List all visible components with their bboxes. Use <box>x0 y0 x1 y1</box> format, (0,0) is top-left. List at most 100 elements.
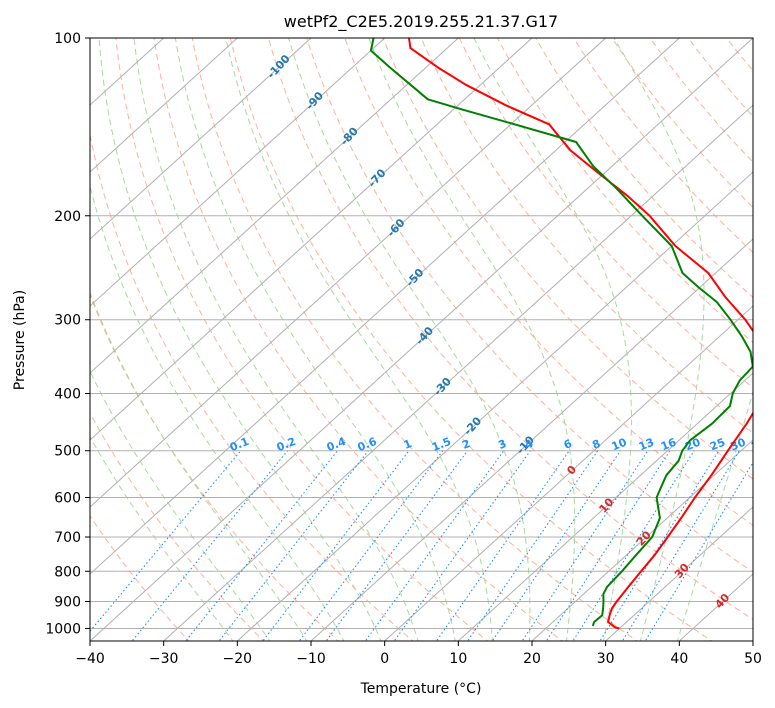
mixing-ratio-label: 25 <box>708 436 727 454</box>
mixing-ratio-line <box>325 450 468 641</box>
moist-adiabat <box>368 38 576 641</box>
mixing-ratio-label: 2 <box>460 437 472 452</box>
dewpoint-profile-line <box>369 38 753 627</box>
mixing-ratio-label: 0.4 <box>325 435 348 454</box>
isotherm-gridline <box>90 38 533 441</box>
dry-adiabat <box>267 38 753 621</box>
mixing-ratio-label: 3 <box>496 437 508 452</box>
moist-adiabat <box>676 389 753 641</box>
mixing-ratio-label: 10 <box>610 435 629 453</box>
y-tick-label: 200 <box>54 209 81 225</box>
dry-adiabat <box>229 38 713 641</box>
mixing-ratio-line <box>545 450 671 641</box>
isotherm-gridline <box>90 38 607 508</box>
dry-adiabat <box>420 38 753 434</box>
moist-adiabat <box>133 38 419 641</box>
isotherm-gridline <box>236 171 753 641</box>
x-tick-label: 10 <box>449 651 467 667</box>
isotherm-gridline <box>531 439 753 641</box>
y-tick-label: 500 <box>54 444 81 460</box>
isotherm-gridline <box>90 38 238 173</box>
mixing-ratio-label: 0.1 <box>228 435 251 454</box>
mixing-ratio-label: 13 <box>637 436 656 454</box>
mixing-ratio-line <box>435 450 570 641</box>
mixing-ratio-line <box>185 450 339 641</box>
mixing-ratio-label: 6 <box>562 437 574 452</box>
dry-adiabat <box>754 25 775 644</box>
mixing-ratio-line <box>491 450 621 641</box>
mixing-ratio-label: 20 <box>683 435 702 453</box>
mixing-ratio-label: 0.2 <box>275 435 298 454</box>
moist-adiabat <box>90 184 345 641</box>
mixing-ratio-label: 8 <box>590 437 602 452</box>
temperature-profile-line <box>408 38 753 630</box>
mixing-ratio-label: 1.5 <box>430 435 453 454</box>
x-axis-label: Temperature (°C) <box>360 681 482 697</box>
dry-adiabat <box>90 514 190 641</box>
mixing-ratio-label: 0.6 <box>356 435 379 454</box>
x-tick-label: 40 <box>670 651 688 667</box>
mixing-ratio-line <box>393 450 531 641</box>
y-axis-label: Pressure (hPa) <box>12 290 28 390</box>
plot-frame <box>89 37 754 642</box>
mixing-ratio-label: 16 <box>659 435 678 453</box>
mixing-ratio-line <box>131 450 289 641</box>
y-tick-label: 700 <box>54 530 81 546</box>
dry-adiabat <box>90 411 265 641</box>
isotherm-gridline <box>457 372 753 641</box>
mixing-ratio-line <box>599 450 720 641</box>
y-tick-label: 900 <box>54 594 81 610</box>
mixing-ratio-line <box>262 450 410 641</box>
isotherm-gridline <box>310 238 753 641</box>
mixing-ratio-label: 1 <box>402 437 414 452</box>
mixing-ratio-line <box>90 450 242 633</box>
y-tick-label: 1000 <box>45 621 81 637</box>
x-tick-label: −20 <box>223 651 253 667</box>
moist-adiabat <box>90 370 271 641</box>
mixing-ratio-label: 36 <box>749 435 768 453</box>
moist-adiabat <box>98 38 382 641</box>
isotherm-gridline <box>163 104 753 641</box>
isotherm-gridline <box>752 640 753 641</box>
moist-adiabat <box>613 38 705 641</box>
y-tick-label: 400 <box>54 387 81 403</box>
dry-adiabat <box>725 38 753 72</box>
x-tick-label: 0 <box>380 651 389 667</box>
moist-adiabat <box>90 291 308 641</box>
y-tick-label: 100 <box>54 31 81 47</box>
x-tick-label: 30 <box>597 651 615 667</box>
x-tick-label: −40 <box>75 651 105 667</box>
mixing-ratio-line <box>466 450 599 641</box>
isotherm-gridline <box>605 506 753 641</box>
isotherm-gridline <box>90 38 312 240</box>
dry-adiabat <box>687 38 753 118</box>
x-tick-label: −30 <box>149 651 179 667</box>
dry-adiabat <box>649 38 753 163</box>
mixing-ratio-line <box>364 450 505 641</box>
isotherm-gridline <box>90 38 753 641</box>
isotherm-gridline <box>90 38 680 575</box>
isotherm-label: -100 <box>265 52 293 81</box>
mixing-ratio-line <box>298 450 444 641</box>
dry-adiabat <box>306 38 753 573</box>
mixing-ratio-line <box>644 461 753 641</box>
mixing-ratio-line <box>218 450 369 641</box>
isotherm-gridline <box>90 38 386 307</box>
dry-adiabat <box>191 38 638 641</box>
y-tick-label: 800 <box>54 564 81 580</box>
x-tick-label: 20 <box>523 651 541 667</box>
chart-title: wetPf2_C2E5.2019.255.21.37.G17 <box>284 12 558 32</box>
isotherm-gridline <box>384 305 753 641</box>
isotherm-gridline <box>90 38 459 374</box>
dry-adiabat <box>535 38 753 298</box>
dry-adiabat <box>382 38 753 480</box>
mixing-ratio-label: 30 <box>728 435 747 453</box>
mixing-ratio-line <box>621 450 740 641</box>
x-tick-label: −10 <box>296 651 326 667</box>
dry-adiabat <box>115 38 489 641</box>
y-tick-label: 300 <box>54 313 81 329</box>
x-tick-label: 50 <box>744 651 762 667</box>
mixing-ratio-line <box>572 450 695 641</box>
y-tick-label: 600 <box>54 490 81 506</box>
